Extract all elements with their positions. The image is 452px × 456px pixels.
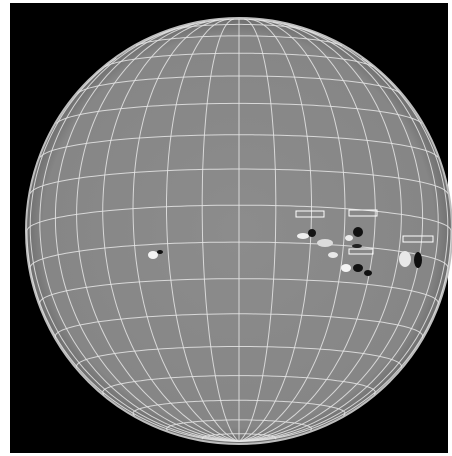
grid-line: [26, 204, 452, 232]
positive-polarity: [341, 264, 351, 272]
grid-line: [102, 19, 240, 442]
positive-polarity: [399, 251, 411, 267]
negative-polarity: [352, 244, 362, 248]
grid-line: [135, 35, 343, 47]
grid-line: [132, 19, 240, 442]
region-label: [295, 210, 325, 218]
grid-line: [201, 18, 240, 442]
grid-line: [54, 313, 424, 338]
grid-line: [29, 168, 449, 194]
grid-line: [102, 375, 376, 395]
positive-polarity: [317, 239, 333, 247]
negative-polarity: [308, 229, 316, 237]
grid-line: [56, 102, 422, 124]
grid-line: [213, 18, 265, 21]
grid-line: [238, 23, 424, 442]
negative-polarity: [353, 227, 363, 237]
grid-line: [77, 75, 401, 95]
positive-polarity: [297, 233, 309, 239]
region-label: [402, 235, 434, 243]
negative-polarity: [157, 250, 163, 254]
grid-line: [166, 18, 240, 442]
grid-line: [104, 52, 374, 68]
negative-polarity: [353, 264, 363, 272]
region-label: [348, 248, 374, 255]
grid-line: [26, 230, 240, 442]
grid-line: [238, 18, 277, 442]
grid-line: [201, 433, 277, 440]
grid-line: [238, 19, 376, 442]
active-regions: [148, 209, 434, 276]
grid-line: [39, 134, 439, 158]
grid-line: [76, 346, 402, 368]
coordinate-grid: [26, 18, 452, 442]
positive-polarity: [148, 251, 158, 259]
positive-polarity: [345, 235, 353, 241]
grid-line: [238, 19, 346, 442]
grid-line: [132, 399, 346, 416]
grid-line: [238, 230, 452, 442]
positive-polarity: [328, 252, 338, 258]
negative-polarity: [364, 270, 372, 276]
grid-line: [238, 18, 312, 442]
region-label: [348, 209, 378, 217]
grid-line: [166, 419, 312, 431]
grid-line: [170, 23, 308, 31]
grid-line: [39, 278, 439, 304]
grid-line: [54, 23, 240, 442]
negative-polarity: [414, 252, 422, 268]
